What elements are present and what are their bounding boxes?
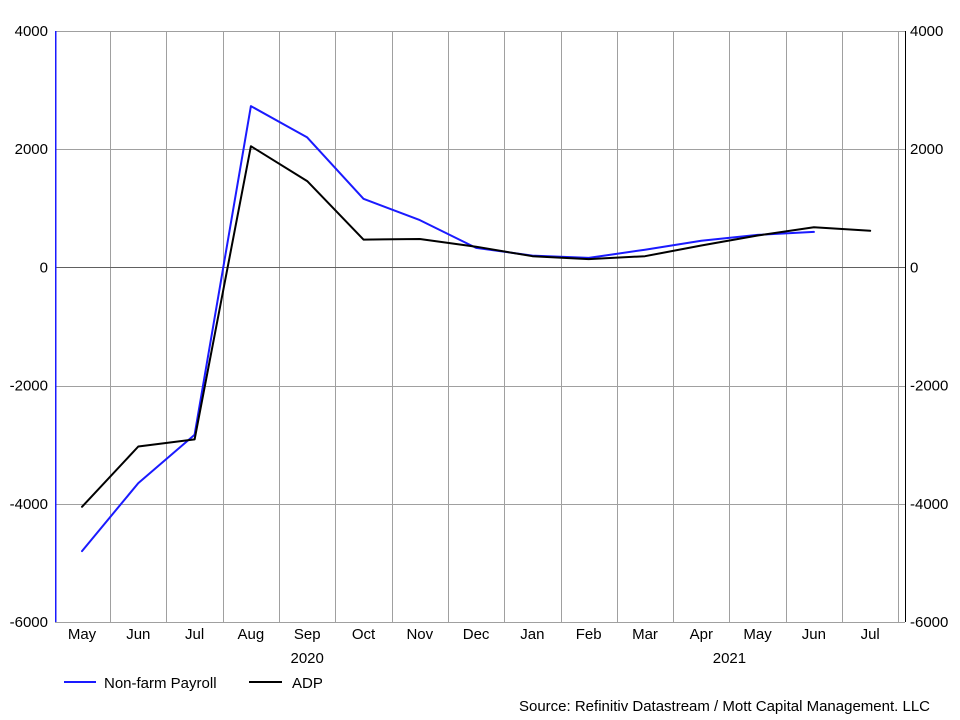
x-tick-label: Oct — [352, 626, 376, 643]
right-y-tick-label: -4000 — [910, 496, 948, 513]
left-y-tick-label: 0 — [40, 259, 48, 276]
x-tick-label: Mar — [632, 626, 658, 643]
x-tick-label: Aug — [238, 626, 265, 643]
legend: Non-farm Payroll ADP — [64, 675, 323, 692]
x-tick-label: Nov — [406, 626, 433, 643]
series-line-non-farm-payroll — [81, 105, 815, 553]
x-tick-label: Jul — [185, 626, 204, 643]
legend-item: Non-farm Payroll — [64, 675, 217, 692]
right-y-tick-label: 0 — [910, 259, 918, 276]
right-y-tick-label: -2000 — [910, 378, 948, 395]
x-year-label: 2020 — [291, 650, 324, 667]
left-y-tick-label: -4000 — [10, 496, 48, 513]
x-tick-label: Jun — [802, 626, 826, 643]
source-note: Source: Refinitiv Datastream / Mott Capi… — [519, 698, 930, 715]
x-tick-label: Feb — [576, 626, 602, 643]
right-y-tick-label: 2000 — [910, 141, 943, 158]
axes — [54, 31, 906, 622]
left-y-tick-label: -2000 — [10, 378, 48, 395]
tick-labels: 4000 4000 2000 2000 0 0 -2000 -2000 -4000 -4000 -6… — [10, 23, 949, 667]
series-line-adp — [81, 145, 872, 508]
x-tick-label: Jan — [520, 626, 544, 643]
x-tick-label: Dec — [463, 626, 490, 643]
series-lines — [81, 105, 872, 553]
x-tick-label: Apr — [690, 626, 713, 643]
x-year-label: 2021 — [713, 650, 746, 667]
left-y-tick-label: -6000 — [10, 614, 48, 631]
x-tick-label: Jul — [861, 626, 880, 643]
left-y-tick-label: 2000 — [15, 141, 48, 158]
right-y-tick-label: 4000 — [910, 23, 943, 40]
gridlines — [55, 31, 905, 623]
x-tick-label: May — [68, 626, 97, 643]
legend-label: ADP — [292, 675, 323, 692]
x-tick-label: Sep — [294, 626, 321, 643]
legend-item: ADP — [249, 675, 323, 692]
legend-label: Non-farm Payroll — [104, 675, 217, 692]
x-tick-label: May — [743, 626, 772, 643]
right-y-tick-label: -6000 — [910, 614, 948, 631]
left-y-tick-label: 4000 — [15, 23, 48, 40]
x-tick-label: Jun — [126, 626, 150, 643]
